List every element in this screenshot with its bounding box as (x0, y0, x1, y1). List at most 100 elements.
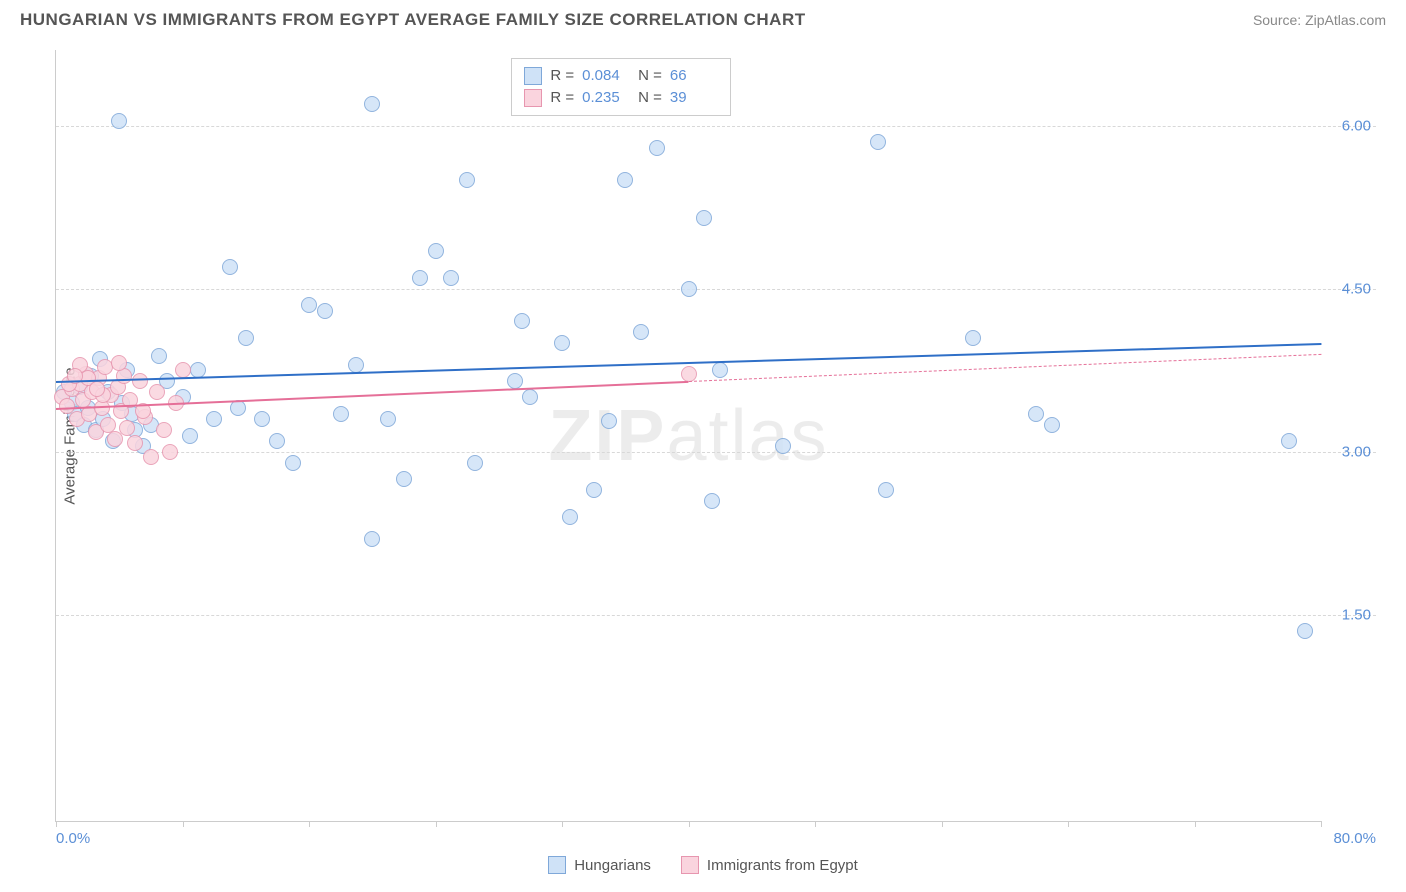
gridline (56, 615, 1376, 616)
scatter-point-hungarians (522, 389, 538, 405)
scatter-point-egypt (156, 422, 172, 438)
stat-r-value: 0.084 (582, 67, 630, 84)
x-tick-mark (815, 821, 816, 827)
stat-r-label: R = (550, 89, 574, 106)
scatter-point-hungarians (775, 438, 791, 454)
scatter-point-hungarians (182, 428, 198, 444)
x-tick-mark (1195, 821, 1196, 827)
scatter-point-hungarians (617, 172, 633, 188)
scatter-point-hungarians (111, 113, 127, 129)
scatter-point-hungarians (333, 406, 349, 422)
scatter-point-hungarians (428, 243, 444, 259)
scatter-point-hungarians (712, 362, 728, 378)
x-tick-mark (942, 821, 943, 827)
scatter-point-hungarians (380, 411, 396, 427)
scatter-point-hungarians (254, 411, 270, 427)
x-tick-mark (436, 821, 437, 827)
scatter-point-hungarians (1044, 417, 1060, 433)
watermark: ZIPatlas (548, 395, 828, 477)
bottom-legend: Hungarians Immigrants from Egypt (0, 856, 1406, 874)
scatter-point-hungarians (514, 313, 530, 329)
y-tick-label: 6.00 (1326, 118, 1371, 135)
stat-n-label: N = (638, 89, 662, 106)
scatter-point-hungarians (870, 134, 886, 150)
scatter-point-hungarians (878, 482, 894, 498)
gridline (56, 126, 1376, 127)
scatter-point-hungarians (649, 140, 665, 156)
legend-label: Hungarians (574, 857, 651, 874)
stat-n-value: 66 (670, 67, 718, 84)
gridline (56, 452, 1376, 453)
scatter-point-egypt (143, 449, 159, 465)
scatter-point-hungarians (230, 400, 246, 416)
scatter-point-hungarians (633, 324, 649, 340)
scatter-point-hungarians (562, 509, 578, 525)
scatter-point-hungarians (681, 281, 697, 297)
y-tick-label: 1.50 (1326, 606, 1371, 623)
source-attribution: Source: ZipAtlas.com (1253, 12, 1386, 28)
scatter-point-egypt (89, 381, 105, 397)
legend-item-hungarians: Hungarians (548, 856, 651, 874)
stat-r-label: R = (550, 67, 574, 84)
scatter-point-egypt (111, 355, 127, 371)
scatter-point-hungarians (222, 259, 238, 275)
stats-row-hungarians: R =0.084N =66 (524, 65, 718, 87)
scatter-point-egypt (119, 420, 135, 436)
gridline (56, 289, 1376, 290)
scatter-point-hungarians (965, 330, 981, 346)
scatter-point-hungarians (601, 413, 617, 429)
scatter-point-egypt (681, 366, 697, 382)
scatter-point-hungarians (507, 373, 523, 389)
scatter-point-egypt (107, 431, 123, 447)
scatter-point-egypt (132, 373, 148, 389)
legend-label: Immigrants from Egypt (707, 857, 858, 874)
scatter-point-hungarians (206, 411, 222, 427)
scatter-point-hungarians (1297, 623, 1313, 639)
x-tick-mark (56, 821, 57, 827)
stats-row-egypt: R = 0.235 N = 39 (524, 87, 718, 109)
source-value: ZipAtlas.com (1305, 12, 1386, 28)
y-tick-label: 3.00 (1326, 443, 1371, 460)
source-label: Source: (1253, 12, 1305, 28)
legend-swatch (681, 856, 699, 874)
legend-swatch (524, 67, 542, 85)
scatter-point-hungarians (396, 471, 412, 487)
scatter-point-egypt (127, 435, 143, 451)
scatter-point-hungarians (151, 348, 167, 364)
scatter-point-hungarians (285, 455, 301, 471)
scatter-point-egypt (149, 384, 165, 400)
x-axis-end-label: 80.0% (1333, 830, 1376, 847)
scatter-point-hungarians (586, 482, 602, 498)
scatter-point-egypt (175, 362, 191, 378)
x-tick-mark (183, 821, 184, 827)
scatter-point-hungarians (364, 96, 380, 112)
x-tick-mark (309, 821, 310, 827)
x-axis-start-label: 0.0% (56, 830, 90, 847)
scatter-point-hungarians (443, 270, 459, 286)
scatter-point-hungarians (412, 270, 428, 286)
legend-swatch (548, 856, 566, 874)
chart-container: Average Family Size ZIPatlas 1.503.004.5… (55, 50, 1376, 822)
x-tick-mark (1321, 821, 1322, 827)
scatter-point-hungarians (459, 172, 475, 188)
scatter-point-hungarians (364, 531, 380, 547)
y-tick-label: 4.50 (1326, 280, 1371, 297)
scatter-point-hungarians (301, 297, 317, 313)
stats-legend: R = 0.084 N = 66 R = 0.235 N = 39 (511, 58, 731, 116)
scatter-point-hungarians (1281, 433, 1297, 449)
x-tick-mark (1068, 821, 1069, 827)
scatter-point-hungarians (317, 303, 333, 319)
legend-item-egypt: Immigrants from Egypt (681, 856, 858, 874)
scatter-point-hungarians (696, 210, 712, 226)
stat-n-value: 39 (670, 89, 718, 106)
scatter-point-hungarians (1028, 406, 1044, 422)
scatter-point-hungarians (704, 493, 720, 509)
plot-area: ZIPatlas 1.503.004.506.000.0%80.0%R =0.0… (55, 50, 1321, 822)
x-tick-mark (689, 821, 690, 827)
scatter-point-hungarians (554, 335, 570, 351)
scatter-point-hungarians (348, 357, 364, 373)
scatter-point-hungarians (467, 455, 483, 471)
legend-swatch (524, 89, 542, 107)
scatter-point-hungarians (269, 433, 285, 449)
stat-r-value: 0.235 (582, 89, 630, 106)
